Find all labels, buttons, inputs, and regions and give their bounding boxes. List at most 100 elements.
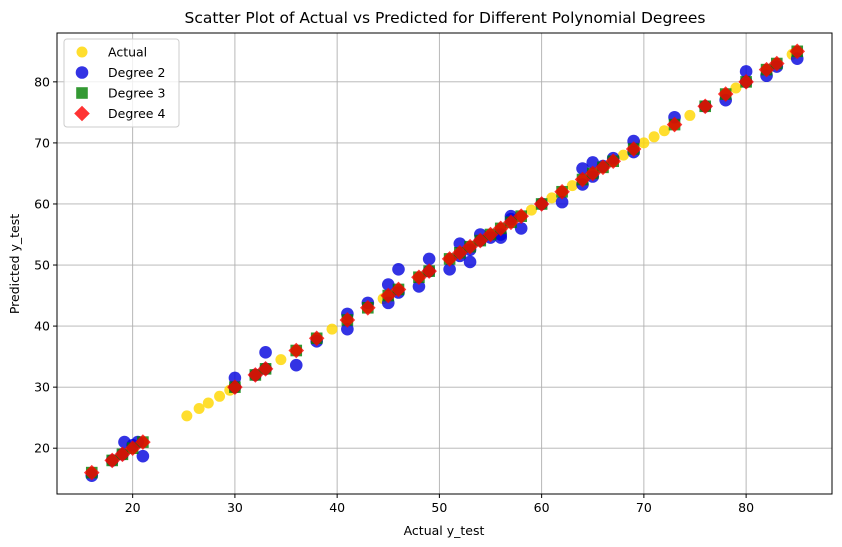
data-point bbox=[525, 204, 537, 216]
data-point bbox=[380, 287, 397, 304]
data-point bbox=[482, 226, 499, 243]
data-point bbox=[288, 342, 305, 359]
data-point bbox=[422, 252, 436, 266]
x-tick-label: 60 bbox=[534, 500, 550, 515]
x-tick-label: 20 bbox=[125, 500, 141, 515]
y-tick-label: 50 bbox=[34, 258, 50, 273]
data-point bbox=[697, 98, 714, 115]
data-point bbox=[214, 390, 226, 402]
y-axis-label: Predicted y_test bbox=[7, 214, 22, 314]
data-point bbox=[181, 410, 193, 422]
data-point bbox=[463, 255, 477, 269]
data-point bbox=[341, 322, 354, 336]
data-point bbox=[83, 464, 100, 481]
data-point bbox=[513, 208, 529, 224]
data-point bbox=[124, 440, 141, 457]
series-3 bbox=[85, 45, 804, 479]
legend-label: Actual bbox=[108, 45, 147, 60]
data-point bbox=[666, 116, 683, 133]
data-point bbox=[533, 196, 550, 212]
axis-ticks: 20 30 40 50 60 70 80 20 30 40 50 60 70 80 bbox=[34, 74, 754, 515]
data-point bbox=[617, 149, 629, 161]
legend-marker bbox=[76, 87, 88, 99]
data-point bbox=[259, 346, 272, 359]
legend-box bbox=[63, 38, 180, 128]
data-point bbox=[462, 238, 478, 255]
data-point bbox=[390, 281, 407, 298]
y-tick-label: 70 bbox=[34, 135, 50, 150]
data-point bbox=[738, 74, 754, 90]
data-point bbox=[584, 165, 601, 182]
data-point bbox=[411, 269, 427, 286]
data-point bbox=[275, 354, 287, 366]
data-point bbox=[339, 312, 356, 328]
x-axis-label: Actual y_test bbox=[404, 523, 485, 538]
data-point bbox=[768, 55, 785, 72]
data-point bbox=[257, 361, 274, 377]
data-point bbox=[576, 162, 589, 175]
x-tick-label: 40 bbox=[329, 500, 345, 515]
data-point bbox=[227, 379, 243, 395]
data-point bbox=[247, 367, 264, 383]
data-point bbox=[104, 452, 121, 469]
data-point bbox=[730, 82, 742, 94]
chart-title: Scatter Plot of Actual vs Predicted for … bbox=[185, 9, 706, 27]
x-tick-label: 30 bbox=[227, 500, 243, 515]
y-tick-label: 80 bbox=[34, 74, 50, 89]
data-point bbox=[554, 183, 570, 200]
data-point bbox=[289, 358, 303, 372]
data-point bbox=[135, 434, 151, 450]
data-point bbox=[586, 156, 600, 169]
data-point bbox=[136, 449, 150, 463]
data-point bbox=[684, 109, 696, 121]
data-point bbox=[758, 61, 775, 78]
data-point bbox=[360, 299, 376, 316]
grid bbox=[57, 33, 832, 494]
data-point bbox=[443, 263, 456, 276]
legend-label: Degree 4 bbox=[108, 106, 165, 121]
series-4 bbox=[83, 43, 806, 481]
plot-frame bbox=[56, 32, 833, 495]
y-tick-label: 40 bbox=[34, 319, 50, 334]
data-point bbox=[739, 65, 753, 78]
legend-marker bbox=[76, 46, 88, 58]
data-point bbox=[658, 125, 670, 137]
data-point bbox=[326, 323, 338, 335]
data-point bbox=[421, 263, 437, 279]
data-point bbox=[202, 397, 214, 409]
y-tick-label: 60 bbox=[34, 196, 50, 211]
data-point bbox=[193, 403, 205, 415]
y-tick-label: 20 bbox=[34, 441, 50, 456]
data-point bbox=[514, 222, 528, 235]
data-point bbox=[546, 192, 558, 204]
legend-label: Degree 3 bbox=[108, 86, 165, 101]
data-point bbox=[472, 232, 489, 249]
data-point bbox=[308, 330, 325, 347]
legend-marker bbox=[74, 105, 90, 122]
data-point bbox=[412, 280, 426, 293]
y-tick-label: 30 bbox=[34, 380, 50, 395]
data-point bbox=[441, 251, 458, 267]
legend-marker bbox=[75, 66, 89, 79]
x-tick-label: 80 bbox=[738, 500, 754, 515]
data-point bbox=[555, 195, 569, 209]
data-point bbox=[566, 180, 578, 192]
x-tick-label: 70 bbox=[636, 500, 652, 515]
data-point bbox=[574, 171, 591, 188]
data-point bbox=[625, 141, 642, 157]
data-point bbox=[492, 220, 509, 237]
data-point bbox=[717, 86, 734, 102]
x-tick-label: 50 bbox=[431, 500, 447, 515]
data-point bbox=[638, 137, 650, 149]
data-point bbox=[605, 153, 622, 170]
data-point bbox=[648, 131, 660, 143]
data-point bbox=[595, 159, 611, 176]
data-point bbox=[789, 43, 806, 60]
legend-label: Degree 2 bbox=[108, 65, 165, 80]
series-2 bbox=[85, 52, 804, 482]
data-point bbox=[381, 278, 395, 291]
series-layer bbox=[83, 43, 806, 482]
data-point bbox=[392, 263, 405, 276]
data-point bbox=[503, 214, 519, 231]
